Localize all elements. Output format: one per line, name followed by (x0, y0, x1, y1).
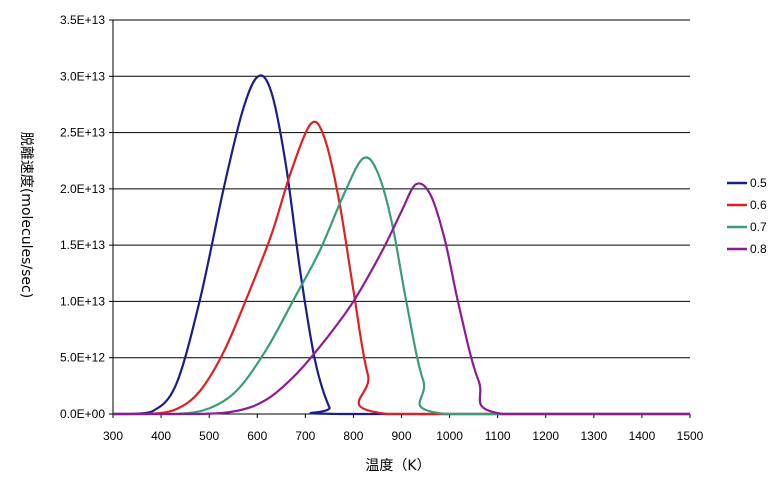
series-line-0.5 (112, 74, 690, 416)
x-tick-label: 600 (247, 429, 267, 443)
y-tick-label: 3.5E+13 (60, 13, 105, 27)
x-tick-label: 1500 (677, 429, 704, 443)
legend-label: 0.6 (750, 198, 767, 212)
series-line-0.8 (112, 182, 690, 416)
x-axis-label: 温度（K） (365, 458, 430, 474)
y-axis-label: 脱離速度(molecules/sec) (18, 132, 35, 298)
series-lines (112, 74, 690, 416)
y-tick-label: 1.0E+13 (60, 294, 105, 308)
x-tick-label: 700 (295, 429, 315, 443)
x-tick-label: 300 (103, 429, 123, 443)
y-tick-label: 2.5E+13 (60, 126, 105, 140)
y-tick-label: 0.0E+00 (60, 407, 105, 421)
y-tick-label: 1.5E+13 (60, 238, 105, 252)
x-tick-label: 1300 (580, 429, 607, 443)
legend-label: 0.8 (750, 242, 767, 256)
y-tick-label: 3.0E+13 (60, 69, 105, 83)
x-tick-label: 500 (199, 429, 219, 443)
x-tick-label: 1200 (532, 429, 559, 443)
x-tick-label: 1000 (436, 429, 463, 443)
x-tick-label: 1100 (485, 429, 511, 443)
legend-label: 0.5 (750, 176, 767, 190)
x-tick-label: 900 (391, 429, 411, 443)
x-tick-label: 1400 (629, 429, 656, 443)
x-tick-label: 800 (343, 429, 363, 443)
legend: 0.5 0.6 0.7 0.8 (727, 176, 767, 256)
x-tick-labels: 300 400 500 600 700 800 900 1000 1100 1200 1300 140… (103, 429, 704, 443)
y-tick-labels: 0.0E+00 5.0E+12 1.0E+13 1.5E+13 2.0E+13 2.5E+… (60, 13, 105, 421)
grid-lines (113, 19, 690, 359)
axes (109, 19, 691, 418)
legend-label: 0.7 (750, 220, 767, 234)
y-tick-label: 5.0E+12 (60, 351, 105, 365)
series-line-0.7 (112, 156, 690, 416)
y-tick-label: 2.0E+13 (60, 182, 105, 196)
series-line-0.6 (112, 120, 690, 416)
x-tick-label: 400 (151, 429, 171, 443)
